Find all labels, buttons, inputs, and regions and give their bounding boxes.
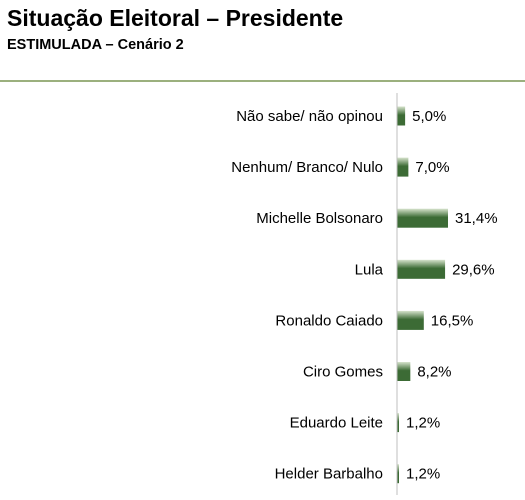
bar [397, 157, 409, 177]
data-label: 7,0% [415, 159, 449, 176]
category-label: Ciro Gomes [303, 364, 383, 381]
bar [397, 464, 399, 484]
data-label: 16,5% [431, 312, 474, 329]
bars-layer: Não sabe/ não opinou 5,0% Nenhum/ Branco/ … [231, 106, 498, 484]
header-divider [0, 80, 525, 82]
data-label: 1,2% [406, 466, 440, 483]
bar [397, 310, 424, 330]
data-label: 1,2% [406, 415, 440, 432]
bar [397, 413, 399, 433]
category-label: Não sabe/ não opinou [236, 108, 383, 125]
bar [397, 106, 406, 126]
category-label: Helder Barbalho [275, 466, 383, 483]
data-label: 29,6% [452, 261, 495, 278]
bar [397, 259, 446, 279]
chart-title: Situação Eleitoral – Presidente [7, 5, 344, 31]
data-label: 8,2% [417, 364, 451, 381]
category-label: Eduardo Leite [290, 415, 383, 432]
bar [397, 362, 411, 381]
category-label: Ronaldo Caiado [275, 312, 383, 329]
category-label: Michelle Bolsonaro [256, 210, 383, 227]
bar [397, 208, 448, 228]
chart-subtitle: ESTIMULADA – Cenário 2 [7, 37, 184, 53]
data-label: 31,4% [455, 210, 498, 227]
category-label: Lula [355, 261, 384, 278]
data-label: 5,0% [412, 108, 446, 125]
category-label: Nenhum/ Branco/ Nulo [231, 159, 383, 176]
